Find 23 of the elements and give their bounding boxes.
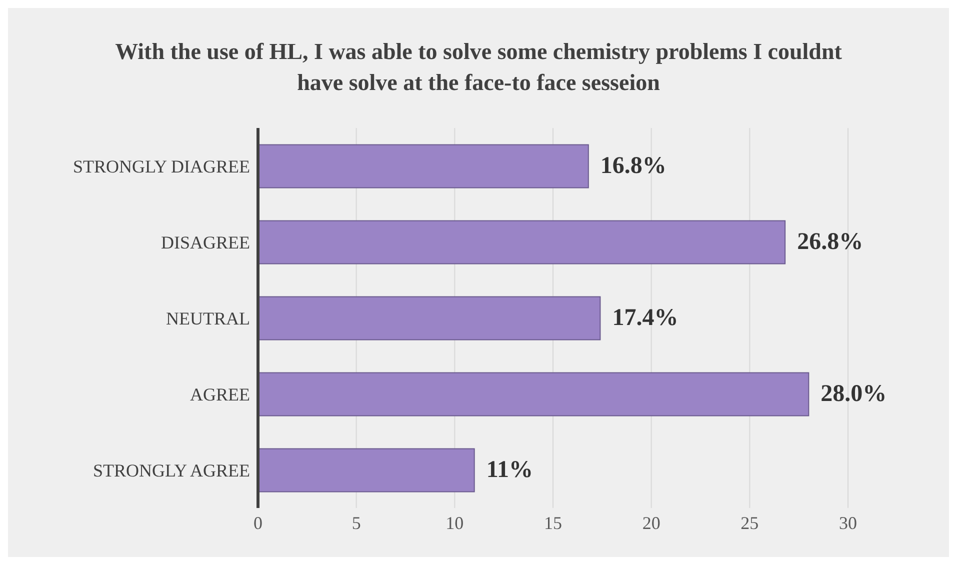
x-tick-label: 0 <box>254 512 262 533</box>
data-label: 11% <box>486 457 534 484</box>
y-tick-label: NEUTRAL <box>166 308 250 328</box>
data-label: 16.8% <box>600 153 666 180</box>
bar <box>258 144 589 188</box>
data-label: 28.0% <box>820 381 887 408</box>
x-tick-label: 15 <box>544 512 562 533</box>
data-label: 26.8% <box>797 229 864 256</box>
y-tick-label: STRONGLY AGREE <box>92 460 250 480</box>
y-tick-label: AGREE <box>190 384 250 404</box>
chart-title: With the use of HL, I was able to solve some chemistry problems I couldnt have solve at the face-to face sesseion <box>114 38 843 97</box>
bar <box>258 372 810 416</box>
bar <box>258 296 601 340</box>
x-tick-label: 10 <box>446 512 464 533</box>
bar <box>258 448 475 492</box>
x-tick-label: 5 <box>352 512 361 533</box>
x-tick-label: 30 <box>839 512 857 533</box>
data-label: 17.4% <box>612 305 678 332</box>
x-tick-label: 20 <box>642 512 660 533</box>
bar <box>258 220 786 264</box>
y-tick-label: DISAGREE <box>161 232 250 252</box>
y-tick-label: STRONGLY DIAGREE <box>72 156 250 176</box>
x-tick-label: 25 <box>740 512 759 533</box>
